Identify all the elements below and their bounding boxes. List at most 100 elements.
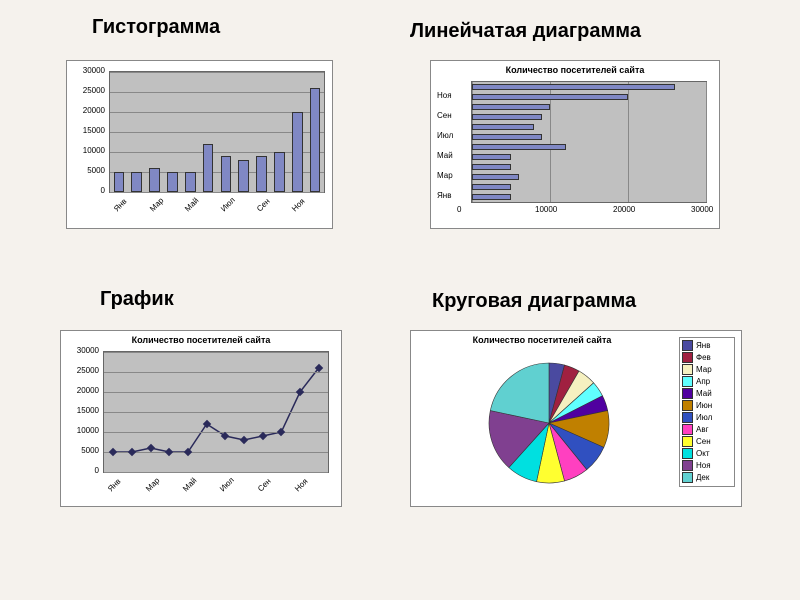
histogram-bar	[185, 172, 196, 192]
line-ylabel: 20000	[61, 386, 99, 395]
hbar-bar	[472, 174, 519, 181]
hbar-bar	[472, 154, 511, 161]
histogram-ylabel: 25000	[67, 86, 105, 95]
histogram-xlabel: Сен	[255, 197, 272, 214]
hbar-bar	[472, 114, 542, 121]
histogram-bar	[310, 88, 321, 192]
pie-title: Количество посетителей сайта	[411, 335, 673, 345]
histogram-xlabel: Ноя	[290, 197, 307, 214]
legend-label: Ноя	[696, 461, 711, 470]
histogram-bar	[114, 172, 125, 192]
hbar-bar	[472, 144, 566, 151]
pie-legend: Янв Фев Мар Апр Май Июн Июл Авг Сен Окт Ноя Дек	[679, 337, 735, 487]
hbar-xlabel: 10000	[535, 205, 557, 214]
line-xlabel: Сен	[256, 477, 273, 494]
legend-label: Мар	[696, 365, 712, 374]
legend-label: Фев	[696, 353, 711, 362]
histogram-xlabel: Янв	[112, 197, 129, 214]
legend-label: Авг	[696, 425, 709, 434]
legend-swatch	[682, 376, 693, 387]
legend-swatch	[682, 460, 693, 471]
hbar-xlabel: 0	[457, 205, 461, 214]
legend-item: Авг	[682, 424, 732, 435]
histogram-bar	[274, 152, 285, 192]
line-ylabel: 5000	[61, 446, 99, 455]
histogram-bar	[292, 112, 303, 192]
legend-swatch	[682, 412, 693, 423]
hbar-ylabel: Ноя	[437, 91, 452, 100]
histogram-bar	[203, 144, 214, 192]
legend-label: Июл	[696, 413, 712, 422]
histogram-bar	[131, 172, 142, 192]
hbar-ylabel: Май	[437, 151, 453, 160]
legend-swatch	[682, 388, 693, 399]
hbar-bar	[472, 164, 511, 171]
legend-label: Апр	[696, 377, 710, 386]
hbar-title: Количество посетителей сайта	[431, 65, 719, 75]
line-chart: Количество посетителей сайта 05000100001…	[60, 330, 342, 507]
legend-swatch	[682, 436, 693, 447]
histogram-xlabel: Мар	[148, 196, 165, 213]
legend-item: Ноя	[682, 460, 732, 471]
legend-swatch	[682, 340, 693, 351]
hbar-bar	[472, 134, 542, 141]
heading-histogram: Гистограмма	[92, 16, 220, 39]
legend-swatch	[682, 352, 693, 363]
hbar-ylabel: Сен	[437, 111, 452, 120]
hbar-ylabel: Янв	[437, 191, 451, 200]
line-xlabel: Ноя	[293, 477, 310, 494]
hbar-bar	[472, 104, 550, 111]
hbar-xlabel: 20000	[613, 205, 635, 214]
legend-label: Дек	[696, 473, 709, 482]
histogram-bar	[167, 172, 178, 192]
legend-label: Окт	[696, 449, 709, 458]
line-xlabel: Май	[181, 476, 198, 493]
heading-line: График	[100, 288, 174, 311]
line-ylabel: 25000	[61, 366, 99, 375]
line-ylabel: 15000	[61, 406, 99, 415]
histogram-ylabel: 30000	[67, 66, 105, 75]
legend-item: Сен	[682, 436, 732, 447]
line-xlabel: Июл	[218, 476, 236, 494]
legend-swatch	[682, 448, 693, 459]
legend-swatch	[682, 400, 693, 411]
histogram-xlabel: Май	[183, 196, 200, 213]
legend-swatch	[682, 424, 693, 435]
legend-item: Июл	[682, 412, 732, 423]
hbar-bar	[472, 194, 511, 201]
hbar-bar	[472, 184, 511, 191]
hbar-bar	[472, 84, 675, 91]
legend-label: Янв	[696, 341, 710, 350]
histogram-bar	[256, 156, 267, 192]
hbar-bar	[472, 124, 534, 131]
histogram-ylabel: 0	[67, 186, 105, 195]
line-ylabel: 10000	[61, 426, 99, 435]
histogram-bar	[221, 156, 232, 192]
legend-item: Янв	[682, 340, 732, 351]
legend-label: Сен	[696, 437, 711, 446]
histogram-ylabel: 15000	[67, 126, 105, 135]
histogram-bar	[149, 168, 160, 192]
hbar-chart: Количество посетителей сайта 0 10000 20000…	[430, 60, 720, 229]
legend-label: Май	[696, 389, 712, 398]
legend-item: Мар	[682, 364, 732, 375]
hbar-xlabel: 30000	[691, 205, 713, 214]
histogram-ylabel: 10000	[67, 146, 105, 155]
legend-item: Апр	[682, 376, 732, 387]
histogram-ylabel: 5000	[67, 166, 105, 175]
histogram-bar	[238, 160, 249, 192]
histogram-xlabel: Июл	[219, 196, 237, 214]
line-ylabel: 30000	[61, 346, 99, 355]
hbar-ylabel: Июл	[437, 131, 453, 140]
legend-swatch	[682, 472, 693, 483]
hbar-ylabel: Мар	[437, 171, 453, 180]
legend-swatch	[682, 364, 693, 375]
heading-pie: Круговая диаграмма	[432, 290, 636, 313]
hbar-bar	[472, 94, 628, 101]
line-xlabel: Мар	[144, 476, 161, 493]
legend-item: Дек	[682, 472, 732, 483]
histogram-ylabel: 20000	[67, 106, 105, 115]
legend-item: Фев	[682, 352, 732, 363]
legend-label: Июн	[696, 401, 712, 410]
legend-item: Июн	[682, 400, 732, 411]
